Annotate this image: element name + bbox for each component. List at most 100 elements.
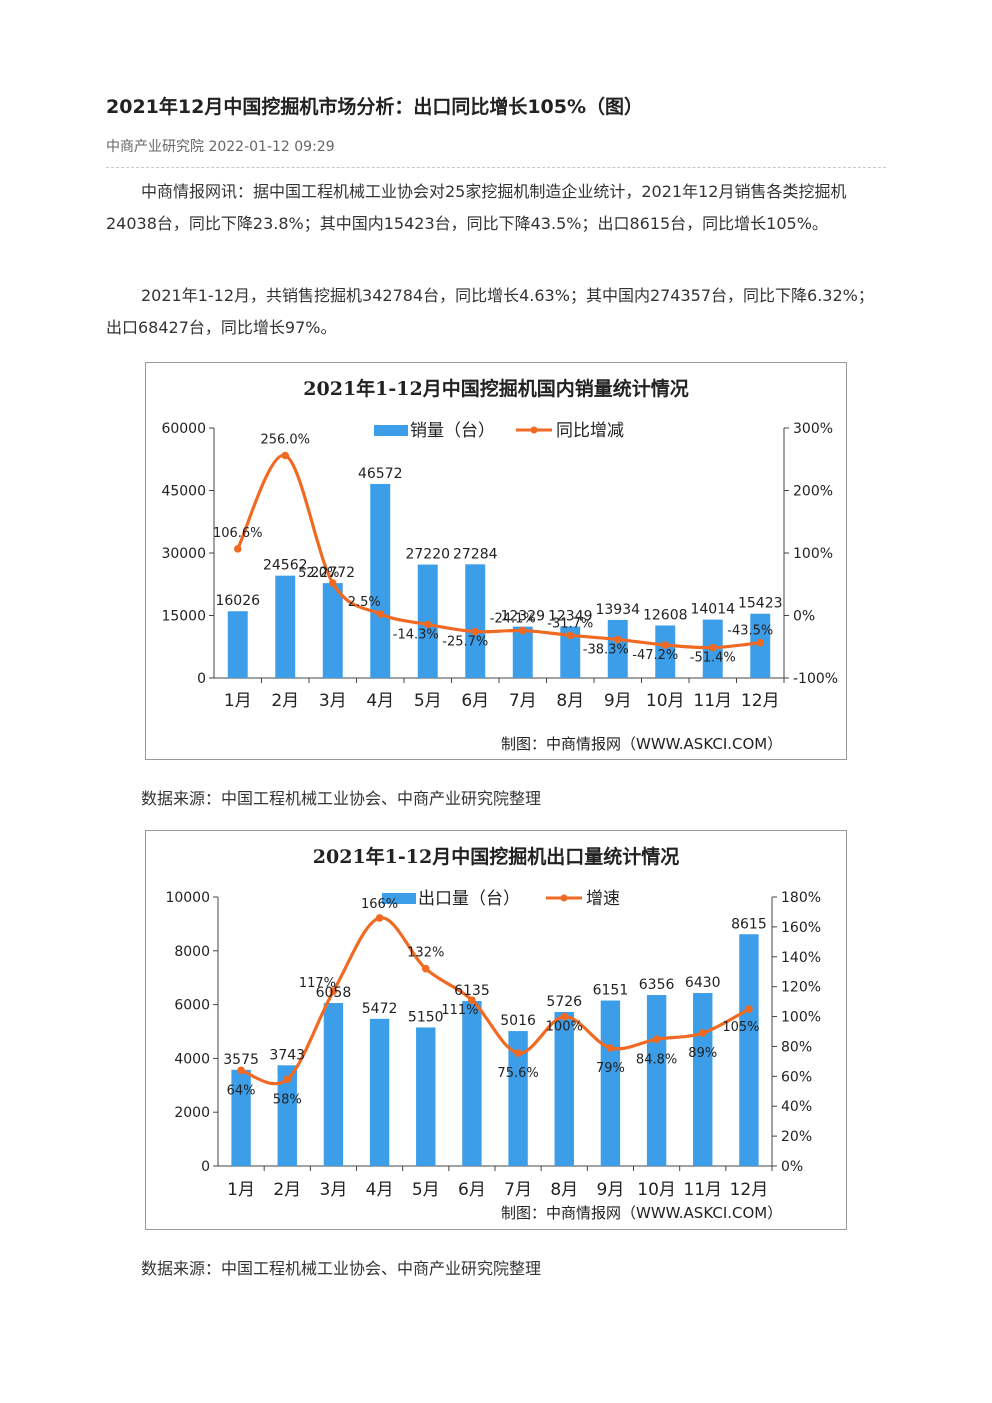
y-tick-label-left: 30000 xyxy=(161,546,206,562)
category-label: 9月 xyxy=(604,691,632,711)
y-tick-label-right: 60% xyxy=(781,1069,812,1085)
bar-value-label: 27284 xyxy=(453,546,498,562)
chart-credit: 制图：中商情报网（WWW.ASKCI.COM） xyxy=(501,1204,782,1222)
y-tick-label-right: -100% xyxy=(793,671,838,687)
title-divider xyxy=(106,167,886,168)
line-value-label: 58% xyxy=(273,1092,302,1107)
growth-point xyxy=(329,987,338,995)
line-value-label: 111% xyxy=(441,1003,478,1018)
bar-value-label: 6356 xyxy=(639,977,675,993)
line-value-label: 75.6% xyxy=(497,1066,538,1081)
category-label: 6月 xyxy=(461,691,489,711)
bar xyxy=(512,626,533,678)
bar-value-label: 13934 xyxy=(595,602,640,618)
category-label: 4月 xyxy=(366,691,394,711)
growth-point xyxy=(283,1075,292,1084)
category-label: 11月 xyxy=(693,691,732,711)
bar-value-label: 12608 xyxy=(643,607,688,623)
legend-bar-label: 销量（台） xyxy=(410,421,495,441)
category-label: 5月 xyxy=(412,1180,440,1200)
category-label: 7月 xyxy=(504,1180,532,1200)
line-value-label: 2.5% xyxy=(348,595,381,610)
line-value-label: 105% xyxy=(722,1020,759,1035)
y-tick-label-right: 100% xyxy=(781,1010,821,1026)
category-label: 11月 xyxy=(683,1180,722,1200)
bar xyxy=(323,1003,344,1166)
chart-2-source-caption: 数据来源：中国工程机械工业协会、中商产业研究院整理 xyxy=(141,1259,542,1278)
category-label: 5月 xyxy=(414,691,442,711)
y-tick-label-right: 20% xyxy=(781,1129,812,1145)
chart-domestic-sales: 2021年1-12月中国挖掘机国内销量统计情况 销量（台） 同比增减 0 15000 30… xyxy=(145,362,847,760)
legend-line-marker xyxy=(560,894,568,902)
bar xyxy=(322,583,343,678)
bar-value-label: 6151 xyxy=(593,983,629,999)
growth-point xyxy=(471,627,480,636)
line-value-label: 79% xyxy=(596,1061,625,1076)
line-value-label: 117% xyxy=(299,976,336,991)
category-label: 10月 xyxy=(646,691,685,711)
bar xyxy=(508,1031,528,1166)
y-tick-label-right: 160% xyxy=(781,920,821,936)
bar xyxy=(370,483,391,678)
bar-value-label: 27220 xyxy=(405,547,450,563)
bar-value-label: 46572 xyxy=(358,466,403,482)
category-label: 12月 xyxy=(730,1180,769,1200)
line-value-label: -25.7% xyxy=(442,635,488,650)
bar-value-label: 6058 xyxy=(316,985,352,1001)
growth-point xyxy=(560,1012,569,1021)
bar xyxy=(739,934,759,1166)
bar xyxy=(416,1027,436,1166)
y-tick-label-right: 0% xyxy=(781,1159,803,1175)
article-source[interactable]: 中商产业研究院 xyxy=(106,139,204,155)
y-tick-label-right: 100% xyxy=(793,546,833,562)
bar xyxy=(462,1000,482,1166)
category-label: 7月 xyxy=(509,691,537,711)
bar-value-label: 5150 xyxy=(408,1009,444,1025)
growth-point xyxy=(566,631,575,640)
growth-point xyxy=(328,579,337,587)
bar xyxy=(227,611,248,678)
bar xyxy=(600,1000,621,1166)
y-tick-label-right: 0% xyxy=(793,609,815,625)
bar xyxy=(655,625,676,678)
legend-line-label: 增速 xyxy=(586,889,620,909)
legend-line-marker xyxy=(530,426,538,434)
y-tick-label-left: 6000 xyxy=(174,998,210,1014)
line-value-label: 84.8% xyxy=(636,1052,677,1067)
legend-line-label: 同比增减 xyxy=(556,421,624,441)
growth-point xyxy=(514,1049,522,1057)
growth-point xyxy=(745,1005,753,1013)
growth-point xyxy=(698,1029,707,1037)
bar-value-label: 6430 xyxy=(685,975,721,991)
y-tick-label-right: 40% xyxy=(781,1099,812,1115)
y-tick-label-right: 300% xyxy=(793,421,833,437)
growth-point xyxy=(613,635,622,644)
line-value-label: -43.5% xyxy=(727,624,773,639)
bar xyxy=(369,1018,390,1166)
bar-value-label: 5726 xyxy=(546,994,582,1010)
chart-title: 2021年1-12月中国挖掘机国内销量统计情况 xyxy=(303,377,688,400)
growth-point xyxy=(661,641,670,649)
bar-value-label: 14014 xyxy=(690,602,735,618)
line-value-label: -51.4% xyxy=(690,651,736,666)
chart-title: 2021年1-12月中国挖掘机出口量统计情况 xyxy=(313,845,679,868)
y-tick-label-right: 120% xyxy=(781,980,821,996)
line-value-label: 132% xyxy=(407,946,444,961)
growth-point xyxy=(375,914,384,922)
line-value-label: -24.1% xyxy=(490,612,536,627)
y-tick-label-right: 200% xyxy=(793,484,833,500)
line-value-label: 100% xyxy=(546,1020,583,1035)
legend-bar-swatch xyxy=(374,425,408,436)
line-value-label: -47.2% xyxy=(632,648,678,663)
y-tick-label-left: 45000 xyxy=(161,484,206,500)
bar xyxy=(465,564,486,678)
growth-point xyxy=(421,964,430,973)
growth-point xyxy=(423,620,432,629)
y-tick-label-left: 10000 xyxy=(165,890,210,906)
article-title: 2021年12月中国挖掘机市场分析：出口同比增长105%（图） xyxy=(106,96,644,118)
legend-bar-swatch xyxy=(382,893,416,904)
growth-point xyxy=(468,996,476,1004)
line-value-label: -38.3% xyxy=(583,642,629,657)
chart-export-volume: 2021年1-12月中国挖掘机出口量统计情况 出口量（台） 增速 0 2000 4000 6… xyxy=(145,830,847,1230)
growth-point xyxy=(376,610,385,618)
